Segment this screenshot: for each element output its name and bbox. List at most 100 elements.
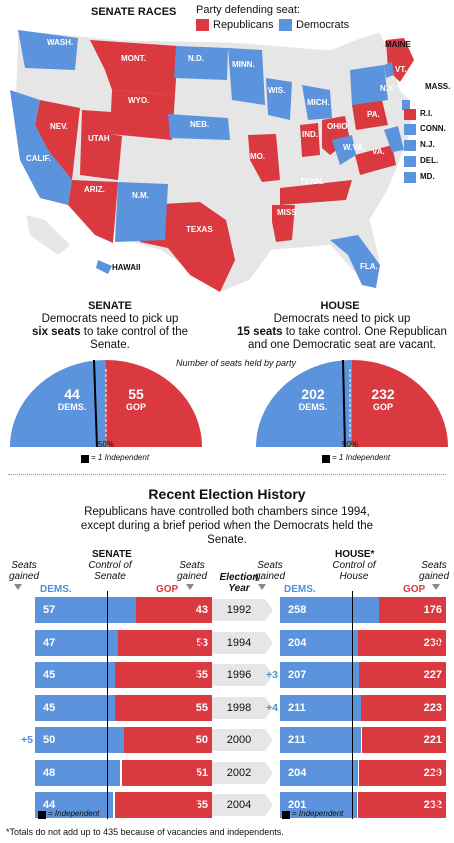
senate-subtitle-post: to take control of the Senate.: [80, 326, 188, 351]
footnote: *Totals do not add up to 435 because of …: [6, 827, 284, 837]
senate-gop-bar-1996: [114, 662, 212, 688]
senate-gop-gain-1994: +10: [187, 636, 205, 649]
senate-dems-value-1996: 45: [43, 669, 56, 681]
small-state-label-nj: N.J.: [420, 140, 435, 149]
senate-independent-swatch: [81, 455, 89, 463]
house-gop-bar-1996: [359, 662, 446, 688]
house-history-independent-note: = Independent: [292, 809, 344, 818]
house-dems-value-1992: 258: [288, 604, 307, 616]
state-label-wash: WASH.: [47, 38, 74, 47]
senate-subtitle: Democrats need to pick up six seats to ta…: [22, 313, 198, 352]
house-dems-value-1994: 204: [288, 636, 307, 649]
house-dem-gain-arrow: [258, 584, 266, 590]
state-label-tenn: TENN.: [300, 177, 324, 186]
house-dems-value-2004: 201: [288, 799, 307, 811]
house-dems-bar-1998: [280, 694, 361, 721]
senate-history-independent-note: = Independent: [48, 809, 100, 818]
house-title: HOUSE: [320, 300, 360, 312]
house-dems-label: DEMS.: [298, 402, 328, 412]
state-label-ny: N.Y.: [380, 84, 395, 93]
senate-gop-bar-2002: [121, 759, 212, 786]
senate-control-line: [107, 591, 108, 819]
house-gop-bar-1992: [378, 597, 446, 623]
senate-gop-value-2002: 51: [195, 766, 208, 779]
house-dems-bar-1994: [280, 629, 358, 656]
house-midline-arrow: [346, 439, 354, 447]
house-subtitle: Democrats need to pick up 15 seats to tak…: [230, 313, 454, 352]
senate-midline-arrow: [102, 439, 110, 447]
election-year-1994: 1994: [205, 631, 273, 654]
senate-other-bar-2002: [120, 759, 122, 786]
house-gop-bar-2002: [358, 759, 446, 786]
house-dems-header: DEMS.: [284, 584, 316, 595]
senate-gop-bar-2000: [123, 727, 212, 753]
senate-gop-gain-2004: +4: [187, 799, 199, 811]
house-dems-bar-1992: [280, 597, 379, 623]
small-state-box-ri: [404, 109, 416, 120]
senate-independent-note: = 1 Independent: [91, 453, 150, 462]
state-label-wyo: WYO.: [128, 96, 150, 105]
house-gop-bar-1998: [360, 694, 446, 721]
senate-gop-value-1998: 55: [195, 701, 208, 714]
senate-gop-value: 55: [128, 386, 144, 402]
senate-subtitle-pre: Democrats need to pick up: [41, 313, 179, 325]
senate-dems-value-1994: 47: [43, 636, 56, 649]
senate-gop-header: GOP: [156, 584, 179, 595]
seats-note: Number of seats held by party: [176, 358, 297, 368]
state-label-ohio: OHIO: [327, 122, 348, 131]
senate-gop-bar-1998: [114, 694, 212, 721]
state-label-nev: NEV.: [50, 122, 68, 131]
section-divider: [8, 474, 446, 475]
house-gop-value-1992: 176: [423, 604, 442, 616]
senate-dem-gain-arrow: [14, 584, 22, 590]
senate-dems-bar-2002: [35, 759, 120, 786]
house-control-line: [352, 591, 353, 819]
house-gop-gain-2002: +8: [428, 766, 440, 779]
small-state-label-conn: CONN.: [420, 124, 446, 133]
us-map: [10, 30, 414, 292]
house-dems-bar-2002: [280, 759, 358, 786]
small-state-box-conn: [404, 124, 416, 135]
senate-gop-gain-1996: +2: [187, 669, 199, 681]
house-gop-arc: [352, 360, 448, 447]
state-label-miss: MISS.: [277, 208, 299, 217]
house-dems-bar-2004: [280, 792, 357, 818]
house-gop-value-1998: 223: [423, 701, 442, 714]
senate-title: SENATE: [88, 300, 132, 312]
house-dems-value-2002: 204: [288, 766, 307, 779]
house-midline-label: 50%: [341, 440, 358, 449]
semicircle-charts: [10, 359, 448, 448]
senate-dem-gain-2000: +5: [21, 734, 33, 746]
house-gop-gain-header: Seats gained: [418, 560, 450, 582]
house-gop-value-1996: 227: [423, 669, 442, 681]
small-state-label-ri: R.I.: [420, 109, 433, 118]
senate-dems-bar-1994: [35, 629, 119, 656]
legend-label-democrats: Democrats: [296, 19, 350, 31]
house-other-bar-2000: [360, 727, 362, 753]
state-label-hawaii: HAWAII: [112, 263, 141, 272]
senate-dems-value: 44: [64, 386, 80, 402]
state-label-mich: MICH.: [307, 98, 330, 107]
state-label-va: VA.: [372, 147, 385, 156]
election-year-2002: 2002: [205, 761, 273, 784]
senate-gop-label: GOP: [125, 402, 146, 412]
senate-gop-value-2000: 50: [195, 734, 208, 746]
state-label-neb: NEB.: [190, 120, 210, 129]
small-state-box-md: [404, 172, 416, 183]
house-gop-bar-1994: [358, 629, 446, 656]
state-label-utah: UTAH: [88, 134, 110, 143]
state-label-pa: PA.: [367, 110, 380, 119]
house-dem-gain-1998: +4: [266, 701, 278, 714]
house-history-header: HOUSE*: [335, 549, 375, 560]
state-label-mo: MO.: [250, 152, 266, 161]
senate-gop-bar-2004: [114, 792, 212, 818]
senate-dem-gain-header: Seats gained: [8, 560, 40, 582]
house-dems-value-1998: 211: [288, 701, 306, 714]
senate-dems-value-2000: 50: [43, 734, 56, 746]
house-dems-bar-2000: [280, 727, 361, 753]
house-gop-bar-2004: [357, 792, 446, 818]
senate-midline-label: 50%: [97, 440, 114, 449]
control-senate-header: Control of Senate: [88, 560, 132, 582]
house-gop-label: GOP: [372, 402, 393, 412]
small-state-box-nj: [404, 140, 416, 151]
